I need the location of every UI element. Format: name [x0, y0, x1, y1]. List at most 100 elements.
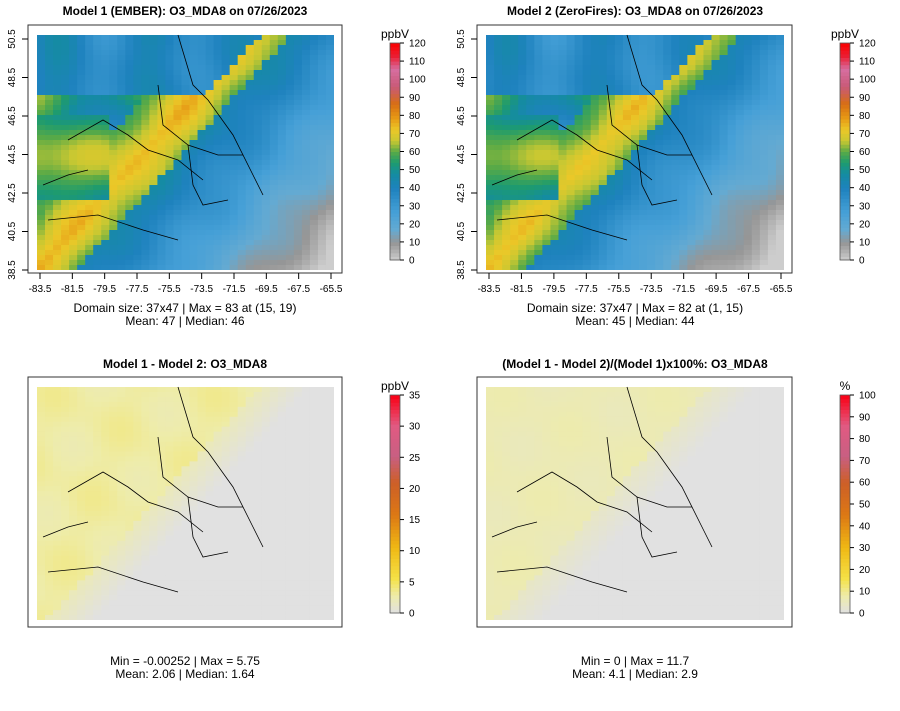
grid-cell: [173, 105, 182, 111]
grid-cell: [213, 60, 223, 66]
grid-cell: [253, 35, 263, 41]
grid-cell: [679, 185, 688, 191]
grid-cell: [149, 50, 158, 56]
grid-cell: [141, 245, 150, 251]
grid-cell: [285, 115, 295, 121]
grid-cell: [141, 250, 150, 256]
grid-cell: [590, 245, 600, 251]
grid-cell: [301, 466, 311, 472]
grid-cell: [582, 240, 592, 246]
grid-cell: [101, 461, 110, 467]
grid-cell: [221, 585, 231, 591]
grid-cell: [85, 100, 94, 106]
grid-cell: [325, 550, 334, 556]
grid-cell: [534, 65, 543, 71]
grid-cell: [133, 510, 142, 517]
grid-cell: [189, 165, 198, 171]
grid-cell: [277, 451, 287, 457]
grid-cell: [141, 396, 150, 403]
grid-cell: [117, 426, 126, 433]
grid-cell: [181, 170, 190, 176]
grid-cell: [550, 180, 559, 186]
grid-cell: [125, 491, 134, 497]
grid-cell: [173, 426, 182, 433]
grid-cell: [85, 70, 94, 76]
grid-cell: [85, 505, 94, 512]
grid-cell: [293, 466, 303, 472]
grid-cell: [558, 115, 567, 121]
grid-cell: [173, 35, 182, 41]
grid-cell: [775, 45, 784, 51]
grid-cell: [550, 225, 559, 231]
grid-cell: [261, 580, 271, 586]
grid-cell: [590, 60, 600, 66]
grid-cell: [205, 205, 214, 211]
grid-cell: [494, 155, 503, 161]
grid-cell: [703, 110, 712, 116]
grid-cell: [109, 416, 118, 423]
grid-cell: [325, 70, 334, 76]
grid-cell: [45, 441, 54, 447]
grid-cell: [253, 160, 263, 166]
grid-cell: [679, 115, 688, 121]
grid-cell: [37, 180, 46, 186]
grid-cell: [590, 125, 600, 131]
grid-cell: [269, 155, 279, 161]
grid-cell: [101, 260, 110, 266]
grid-cell: [125, 240, 134, 246]
grid-cell: [101, 200, 110, 206]
grid-cell: [197, 406, 206, 413]
grid-cell: [486, 55, 495, 61]
grid-cell: [542, 65, 551, 71]
grid-cell: [687, 65, 696, 71]
grid-cell: [743, 185, 753, 191]
grid-cell: [309, 155, 319, 161]
grid-cell: [510, 150, 519, 156]
grid-cell: [671, 40, 680, 46]
grid-cell: [117, 471, 126, 477]
grid-cell: [85, 175, 94, 181]
grid-cell: [157, 120, 166, 126]
grid-cell: [494, 70, 503, 76]
grid-cell: [253, 476, 263, 482]
grid-cell: [671, 175, 680, 181]
grid-cell: [301, 105, 311, 111]
grid-cell: [197, 135, 206, 141]
grid-cell: [622, 90, 632, 96]
grid-cell: [735, 165, 745, 171]
grid-cell: [85, 115, 94, 121]
grid-cell: [622, 110, 632, 116]
grid-cell: [45, 40, 54, 46]
grid-cell: [85, 555, 94, 561]
grid-cell: [253, 441, 263, 447]
grid-cell: [37, 60, 46, 66]
grid-cell: [165, 130, 174, 136]
grid-cell: [181, 456, 190, 462]
grid-cell: [566, 105, 575, 111]
grid-cell: [309, 401, 319, 408]
grid-cell: [558, 215, 567, 221]
grid-cell: [101, 205, 110, 211]
grid-cell: [245, 60, 255, 66]
grid-cell: [293, 530, 303, 537]
grid-cell: [518, 115, 527, 121]
grid-cell: [213, 520, 223, 527]
grid-cell: [213, 391, 223, 398]
grid-cell: [301, 95, 311, 101]
grid-cell: [325, 150, 334, 156]
grid-cell: [301, 451, 311, 457]
grid-cell: [165, 205, 174, 211]
grid-cell: [647, 120, 656, 126]
grid-cell: [566, 45, 575, 51]
grid-cell: [775, 125, 784, 131]
grid-cell: [85, 486, 94, 492]
grid-cell: [494, 260, 503, 266]
grid-cell: [759, 60, 769, 66]
grid-cell: [301, 255, 311, 261]
grid-cell: [534, 75, 543, 81]
grid-cell: [213, 426, 223, 433]
grid-cell: [269, 520, 279, 527]
grid-cell: [301, 436, 311, 442]
grid-cell: [61, 55, 70, 61]
grid-cell: [759, 110, 769, 116]
